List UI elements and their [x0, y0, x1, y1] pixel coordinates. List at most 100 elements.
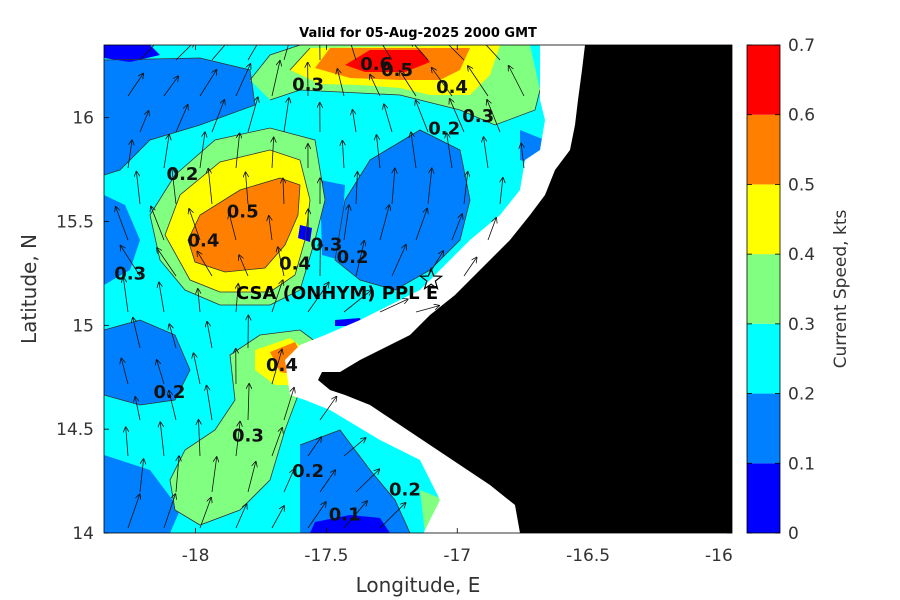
land-mass [318, 45, 732, 533]
flow-arrow [157, 248, 177, 277]
flow-arrow [199, 132, 205, 169]
flow-arrow [463, 172, 468, 205]
flow-arrow [484, 137, 489, 169]
colorbar-frame [746, 44, 781, 534]
flow-arrow [126, 427, 128, 457]
speed-fill-0.0-0.1 [298, 225, 312, 242]
flow-arrow [450, 99, 465, 133]
speed-fill-0.1-0.2 [335, 130, 470, 290]
flow-arrow [135, 397, 141, 421]
colorbar-tick-label: 0 [788, 524, 799, 544]
colorbar-tick-label: 0.4 [788, 245, 815, 265]
x-axis-ticks: -18 -17.5 -17 -16.5 -16 [182, 45, 733, 566]
flow-arrow [199, 70, 216, 97]
flow-arrow [127, 74, 143, 97]
flow-arrow [136, 172, 141, 205]
colorbar-swatch [747, 393, 780, 464]
flow-arrow [172, 169, 177, 205]
flow-arrow [356, 172, 357, 205]
speed-fill-0.6-0.7 [345, 50, 430, 72]
colorbar-tick-label: 0.1 [788, 454, 815, 474]
y-axis-label: Latitude, N [17, 234, 41, 344]
contour-label: 0.2 [292, 461, 324, 482]
flow-arrow [121, 246, 141, 277]
flow-arrow [463, 258, 477, 277]
plot-frame [103, 44, 733, 534]
flow-arrow [127, 140, 132, 169]
contour-label: 0.5 [227, 201, 259, 222]
flow-arrow [509, 66, 525, 97]
flow-arrow [400, 71, 417, 97]
flow-arrow [159, 283, 165, 313]
flow-arrow [283, 45, 289, 61]
contour-label: 0.3 [114, 264, 146, 285]
y-tick-label: 16 [72, 109, 94, 129]
x-axis-label: Longitude, E [356, 573, 481, 597]
flow-arrow [198, 289, 200, 313]
flow-arrow [235, 504, 246, 529]
x-tick-label: -17.5 [304, 546, 348, 566]
colorbar-tick-label: 0.5 [788, 175, 815, 195]
flow-arrow [269, 216, 272, 241]
contour-label: 0.3 [310, 235, 342, 256]
flow-arrow [485, 45, 501, 61]
flow-arrow [176, 456, 179, 493]
flow-arrow [211, 457, 217, 493]
flow-arrow [194, 353, 201, 385]
map-area: 0.60.50.40.30.30.20.20.50.4 0.30.4 0.20.30… [104, 45, 732, 533]
y-tick-label: 14 [72, 524, 94, 544]
flow-arrow [247, 97, 258, 133]
flow-arrow [355, 469, 379, 493]
contour-label: 0.6 [360, 54, 392, 75]
colorbar-swatch [747, 323, 780, 394]
flow-arrow [208, 169, 213, 205]
flow-arrow [175, 105, 188, 133]
station-label: CSA (ONHYM) PPL E [236, 283, 438, 304]
flow-arrow [247, 462, 256, 493]
flow-arrow [211, 100, 224, 133]
x-tick-label: -16 [705, 546, 733, 566]
contour-label: 0.3 [292, 75, 324, 96]
colorbar-tick-label: 0.2 [788, 385, 815, 405]
flow-arrow [127, 495, 140, 529]
flow-arrow [415, 209, 427, 241]
flow-arrow [169, 391, 177, 421]
flow-arrow [283, 470, 294, 493]
flow-arrow [343, 438, 365, 457]
flow-arrow [189, 209, 201, 241]
flow-arrow [283, 179, 284, 205]
flow-arrows [116, 45, 525, 529]
flow-arrow [235, 133, 240, 169]
flow-arrow [157, 360, 165, 385]
flow-arrow [239, 255, 249, 277]
flow-arrow [271, 280, 283, 313]
speed-fill-0.1-0.2 [104, 455, 180, 533]
flow-arrow [139, 111, 149, 133]
colorbar-swatch [747, 463, 780, 533]
flow-arrow [283, 98, 289, 133]
flow-arrow [229, 214, 237, 241]
flow-arrow [379, 503, 405, 529]
contour-label: 0.2 [337, 247, 369, 268]
flow-arrow [235, 422, 240, 457]
flow-arrow [447, 133, 453, 169]
flow-arrow [307, 437, 321, 457]
flow-arrow [151, 207, 165, 241]
colorbar-swatch [747, 114, 780, 185]
flow-arrow [139, 45, 155, 61]
contour-label: 0.5 [381, 60, 413, 81]
flow-arrow [163, 494, 175, 529]
flow-arrow [342, 141, 344, 169]
contour-label: 0.2 [389, 480, 421, 501]
flow-arrow [307, 283, 329, 313]
contour-label: 0.3 [232, 426, 264, 447]
colorbar-tick-label: 0.6 [788, 106, 815, 126]
flow-arrow [468, 66, 489, 97]
flow-arrow [116, 207, 129, 241]
flow-arrow [343, 290, 371, 313]
speed-fill-0.1-0.2 [320, 180, 345, 260]
flow-arrow [487, 218, 496, 241]
flow-arrow [207, 322, 213, 349]
flow-arrow [415, 306, 439, 313]
